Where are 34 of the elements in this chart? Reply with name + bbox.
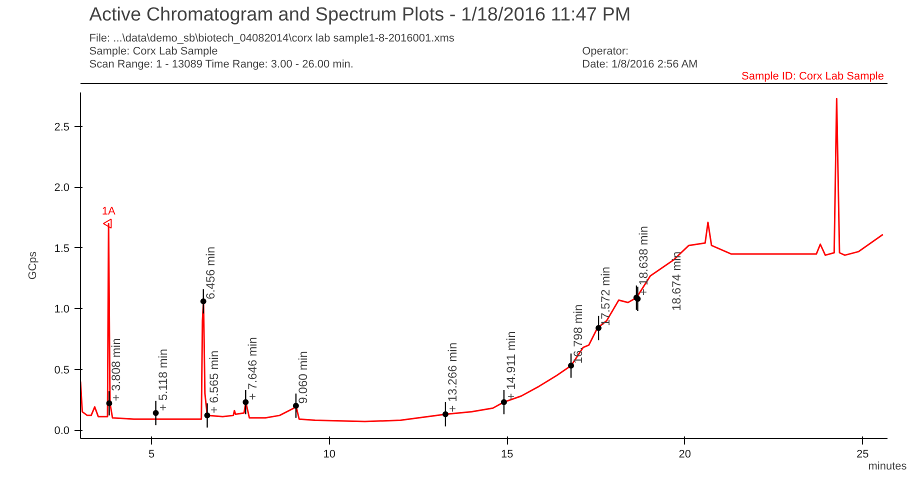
text: Date: 1/8/2016 2:56 AM [582,58,698,70]
annotation: 6.456 min [203,246,218,300]
y-axis-title: GCps [27,250,40,280]
chart-subtitle: File: ...\data\demo_sb\biotech_04082014\corx lab sample1-8-2016001.xms [89,32,455,44]
x-tick-label: 15 [500,448,514,460]
y-tick-label: 0.5 [54,364,70,376]
y-tick-label: 0.0 [54,425,70,437]
x-axis-title: minutes [868,460,908,472]
x-tick-label: 10 [323,448,336,460]
y-tick-label: 1.0 [54,304,70,316]
annotation: + 18.638 min [636,226,650,296]
x-tick-label: 20 [678,448,691,460]
text: Operator: [582,46,629,58]
chart-title: Active Chromatogram and Spectrum Plots - 1/18/2016 11:47 PM [89,4,631,26]
text: Scan Range: 1 - 13089 Time Range: 3.00 - 26.00 min. [89,58,354,70]
annotation: + 14.911 min [504,331,518,400]
annotation: + 3.808 min [109,338,124,402]
text: Sample ID: Corx Lab Sample [742,70,884,82]
annotation: 16.798 min [571,304,586,364]
annotation: + 7.646 min [246,337,260,400]
y-tick-label: 2.5 [54,121,70,134]
y-tick-label: 2.0 [54,182,70,194]
line-series [80,98,884,422]
annotation: 9.060 min [296,351,310,404]
annotation: + 6.565 min [207,350,222,414]
annotation: + 5.118 min [156,348,170,412]
annotation: 17.572 min [598,266,613,326]
text: Sample: Corx Lab Sample [89,46,218,58]
y-tick-label: 1.5 [54,242,70,255]
annotation: 18.674 min [670,252,684,311]
annotation: + 13.266 min [445,342,460,412]
annotation: 1A [102,206,116,218]
x-tick-label: 25 [856,448,869,460]
x-tick-label: 5 [148,448,155,460]
